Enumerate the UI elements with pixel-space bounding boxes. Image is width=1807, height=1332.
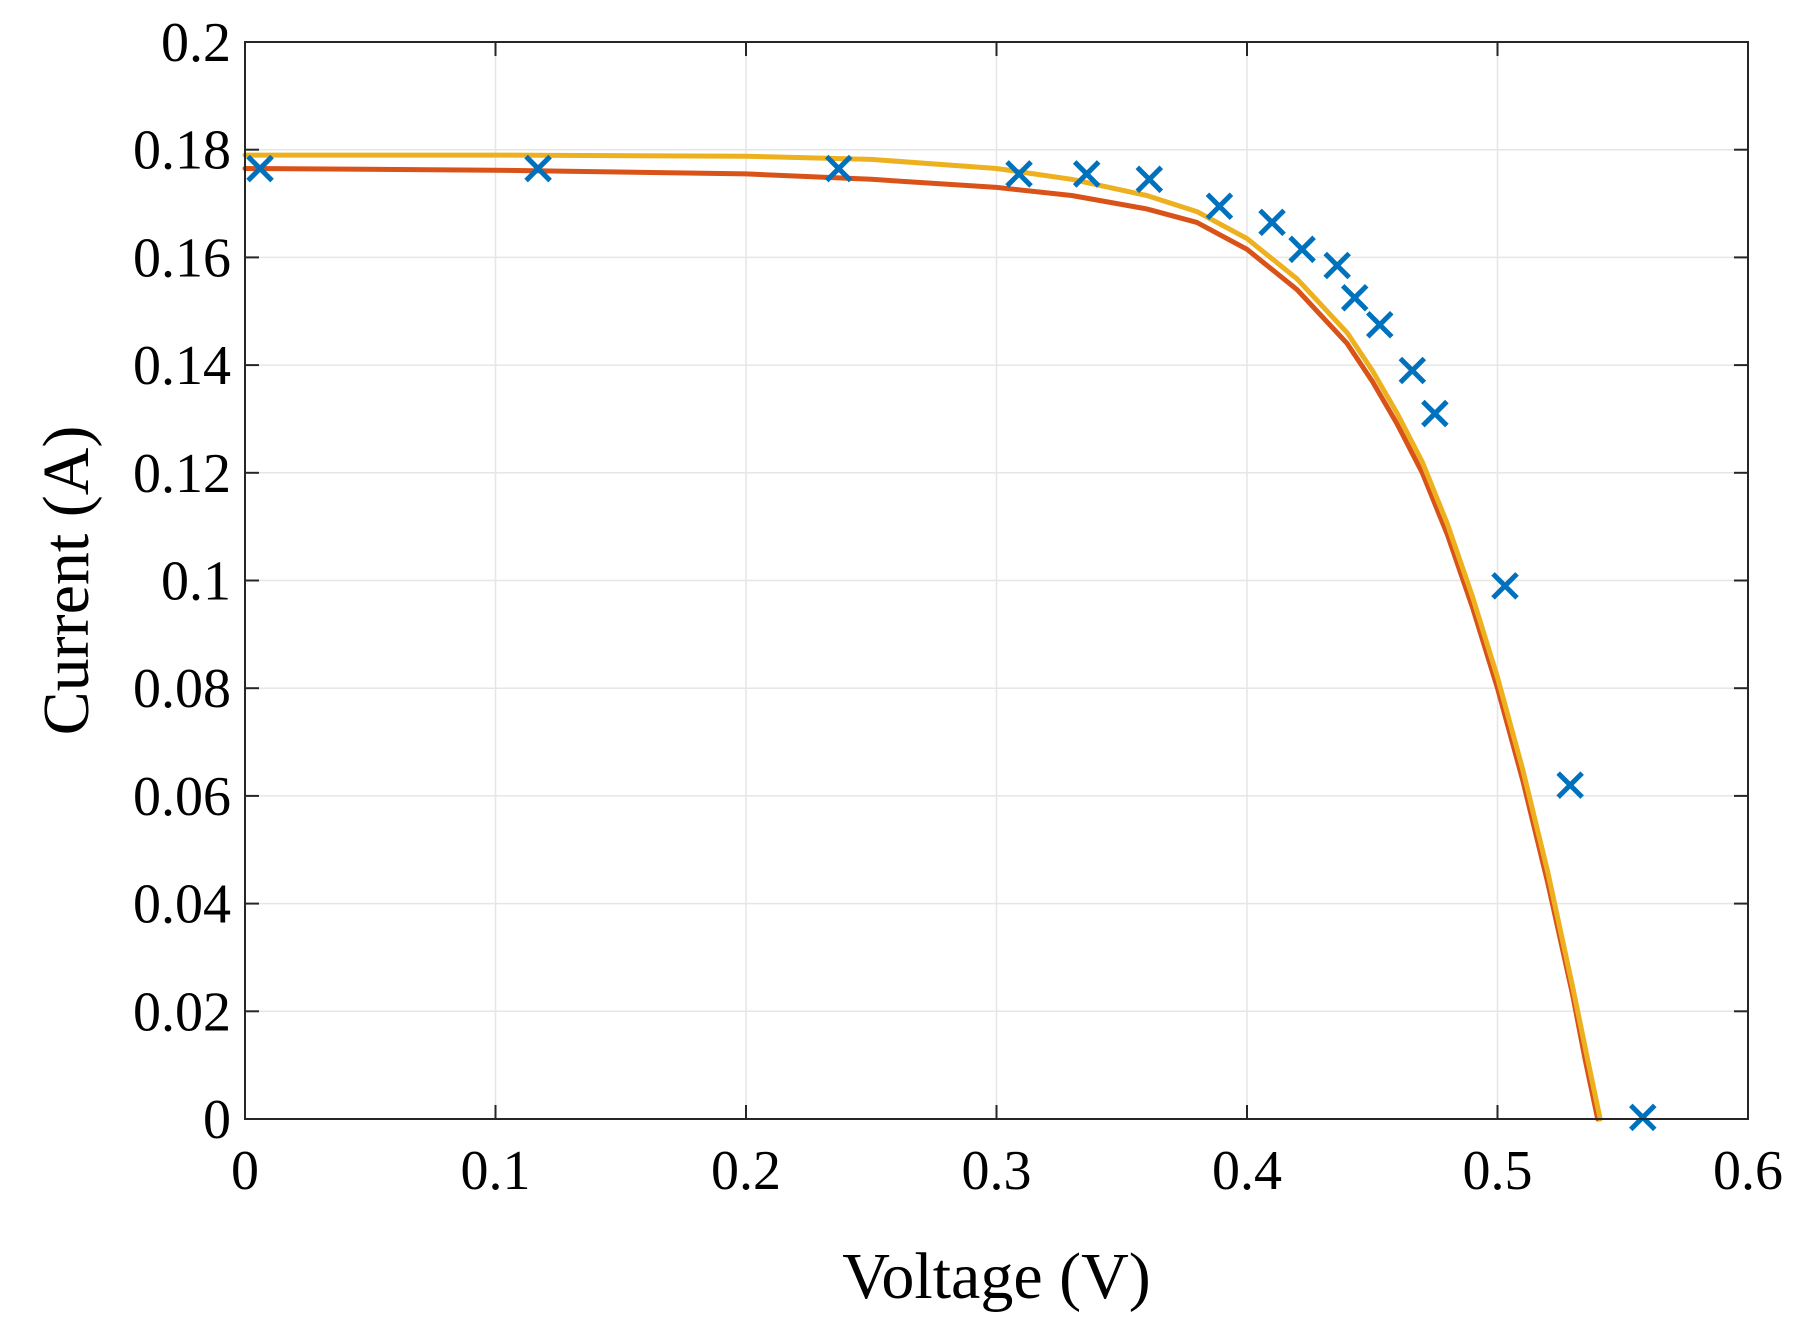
data-point-marker	[1340, 284, 1369, 312]
data-point-marker	[1005, 160, 1033, 188]
data-point-marker	[246, 154, 274, 183]
data-point-marker	[1258, 208, 1286, 237]
grid	[244, 41, 1749, 1120]
y-tick-label: 0.14	[133, 335, 231, 397]
data-point-marker	[1629, 1103, 1657, 1132]
y-tick-label: 0.08	[133, 658, 231, 720]
x-tick-label: 0.6	[1713, 1140, 1783, 1202]
x-tick-label: 0.2	[711, 1140, 781, 1202]
data-point-marker	[1556, 771, 1584, 799]
y-tick-label: 0.04	[133, 874, 231, 936]
data-point-marker	[1205, 192, 1234, 221]
data-point-marker	[1491, 572, 1519, 600]
data-point-marker	[524, 154, 552, 183]
y-tick-label: 0.1	[161, 551, 231, 613]
series-line-model-1	[242, 166, 1601, 1122]
data-point-marker	[1323, 251, 1351, 280]
x-tick-label: 0	[231, 1140, 259, 1202]
y-tick-label: 0.02	[133, 981, 231, 1043]
y-axis-label: Current (A)	[30, 426, 103, 736]
data-point-marker	[1398, 356, 1427, 385]
data-point-marker	[1288, 235, 1316, 264]
y-tick-label: 0.18	[133, 120, 231, 182]
x-tick-label: 0.3	[962, 1140, 1032, 1202]
data-point-marker	[824, 154, 853, 183]
x-tick-label: 0.5	[1463, 1140, 1533, 1202]
y-tick-label: 0.2	[161, 12, 231, 74]
axes: 0 0.1 0.2 0.3 0.4 0.5 0.6 0 0.02 0.04 0.06 0.08 0.1 0…	[133, 12, 1783, 1202]
x-tick-label: 0.4	[1212, 1140, 1282, 1202]
y-tick-label: 0.12	[133, 443, 231, 505]
series-line-model-2	[242, 152, 1603, 1122]
y-tick-label: 0.16	[133, 227, 231, 289]
y-tick-label: 0.06	[133, 766, 231, 828]
x-axis-label: Voltage (V)	[842, 1240, 1151, 1313]
data-point-marker	[1135, 165, 1164, 194]
data-point-marker	[1072, 160, 1101, 188]
x-tick-label: 0.1	[461, 1140, 531, 1202]
y-tick-label: 0	[203, 1089, 231, 1151]
series-layer	[242, 152, 1657, 1132]
data-point-marker	[1366, 310, 1394, 339]
data-point-marker	[1421, 399, 1449, 428]
